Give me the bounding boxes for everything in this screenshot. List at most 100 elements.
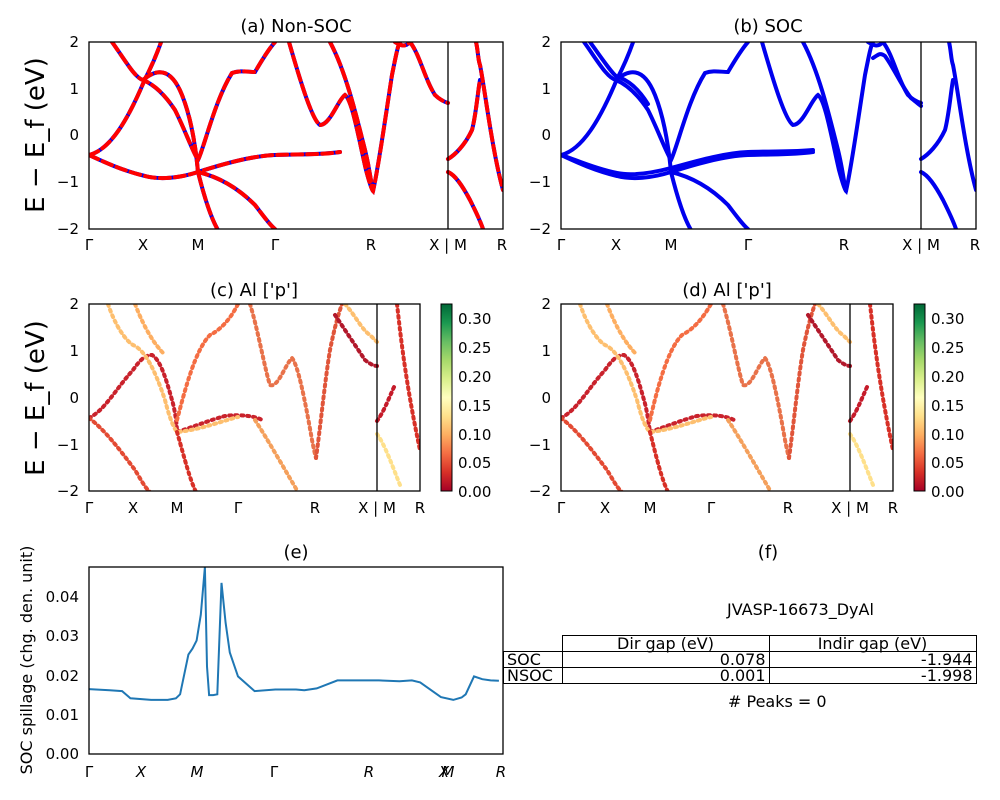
panel-c-colorbar-ticks: 0.30 0.25 0.20 0.15 0.10 0.05 0.00	[458, 310, 491, 501]
projected-band	[175, 430, 198, 491]
panel-a-ylabel: E − E_f (eV)	[21, 57, 51, 213]
panel-c-ytick: 0	[69, 389, 79, 407]
kpath-label: X	[438, 763, 450, 781]
kpath-label: Γ	[234, 499, 243, 517]
band-line	[196, 170, 277, 229]
projected-band	[395, 304, 420, 452]
band-line	[871, 52, 923, 108]
projected-band	[848, 432, 875, 487]
projected-band	[648, 430, 670, 491]
panel-c-title: (c) Al ['p']	[210, 280, 298, 301]
kpath-label: X | M	[831, 499, 869, 517]
panel-b-title: (b) SOC	[733, 16, 802, 37]
colorbar-tick: 0.15	[458, 397, 491, 415]
projected-band	[848, 383, 870, 423]
band-line	[588, 42, 650, 106]
kpath-label: X | M	[902, 236, 940, 254]
gap-indir-value: -1.944	[768, 651, 977, 668]
kpath-label: R	[310, 499, 320, 517]
panel-d-title: (d) Al ['p']	[682, 280, 772, 301]
kpath-label: X	[135, 763, 147, 781]
colorbar-tick: 0.25	[458, 339, 491, 357]
panel-a-xticks: Γ X M Γ R X | M R	[85, 236, 507, 254]
kpath-label: X	[138, 236, 148, 254]
panel-d-ytick: 0	[541, 389, 551, 407]
panel-e-xticks: Γ X M Γ R X M R	[85, 763, 506, 781]
projected-band	[648, 304, 713, 422]
gap-indir-value: -1.998	[768, 667, 977, 684]
panel-b-ytick: −1	[529, 173, 551, 191]
band-line	[89, 42, 164, 157]
kpath-label: M	[192, 236, 205, 254]
band-line	[89, 42, 164, 157]
colorbar-tick: 0.10	[458, 426, 491, 444]
panel-e-axes	[88, 566, 504, 755]
panel-d-colorbar	[913, 303, 926, 492]
gap-row-label: NSOC	[503, 667, 563, 684]
projected-band	[89, 352, 264, 435]
projected-band	[175, 304, 240, 422]
panel-e-yticks: 0.04 0.03 0.02 0.01 0.00	[46, 588, 79, 763]
band-line	[760, 42, 875, 195]
panel-d-ytick: 1	[541, 342, 551, 360]
projected-band	[375, 432, 402, 487]
panel-d-ytick: 2	[541, 295, 551, 313]
panel-c-axes	[88, 303, 421, 492]
kpath-label: R	[366, 236, 376, 254]
band-line	[947, 42, 976, 192]
projected-band	[106, 304, 240, 435]
kpath-label: Γ	[744, 236, 753, 254]
panel-d-yticks: 2 1 0 −1 −2	[529, 295, 551, 500]
projected-band	[343, 304, 379, 344]
projected-band	[605, 304, 639, 357]
panel-d-xticks: Γ X M Γ R X | M R	[557, 499, 898, 517]
band-line	[801, 42, 848, 193]
kpath-label: Γ	[271, 236, 280, 254]
panel-a-title: (a) Non-SOC	[240, 16, 351, 37]
material-id: JVASP-16673_DyAl	[727, 600, 874, 619]
projected-band	[253, 418, 300, 491]
kpath-label: M	[442, 763, 455, 781]
kpath-label: Γ	[85, 763, 94, 781]
panel-c-xticks: Γ X M Γ R X | M R	[85, 499, 425, 517]
kpath-label: R	[364, 763, 374, 781]
panel-b-yticks: 2 1 0 −1 −2	[529, 33, 551, 238]
kpath-label: Γ	[270, 763, 279, 781]
kpath-label: Γ	[85, 236, 94, 254]
panel-c-yticks: 2 1 0 −1 −2	[57, 295, 79, 500]
kpath-label: R	[496, 763, 506, 781]
band-line	[614, 70, 693, 229]
kpath-label: R	[970, 236, 980, 254]
panel-b-xticks: Γ X M Γ R X | M R	[557, 236, 980, 254]
panel-d-ytick: −2	[529, 482, 551, 500]
projected-band	[89, 416, 152, 491]
kpath-label: Γ	[557, 236, 566, 254]
band-line	[919, 78, 955, 161]
projected-band	[314, 304, 344, 460]
panel-d-ytick: −1	[529, 436, 551, 454]
projected-band	[333, 313, 379, 368]
kpath-label: Γ	[707, 499, 716, 517]
projected-band	[133, 304, 167, 357]
peaks-count: # Peaks = 0	[728, 692, 827, 711]
gap-table-header-row: Dir gap (eV) Indir gap (eV)	[503, 635, 977, 652]
colorbar-tick: 0.00	[458, 483, 491, 501]
kpath-label: M	[171, 499, 184, 517]
panel-d-dots	[561, 304, 893, 491]
panel-c-ytick: 1	[69, 342, 79, 360]
band-line	[196, 170, 277, 229]
panel-a-soc-bands	[89, 42, 503, 229]
spillage-series-line	[89, 567, 499, 701]
gap-dir-value: 0.001	[561, 667, 770, 684]
colorbar-tick: 0.30	[931, 310, 964, 328]
panel-c-colorbar	[440, 303, 453, 492]
colorbar-tick: 0.20	[931, 368, 964, 386]
panel-b-ytick: −2	[529, 220, 551, 238]
panel-c-ytick: 2	[69, 295, 79, 313]
projected-band	[721, 304, 791, 460]
panel-c-ytick: −2	[57, 482, 79, 500]
panel-c-ytick: −1	[57, 436, 79, 454]
gap-table-header: Indir gap (eV)	[768, 635, 977, 652]
kpath-label: R	[415, 499, 425, 517]
